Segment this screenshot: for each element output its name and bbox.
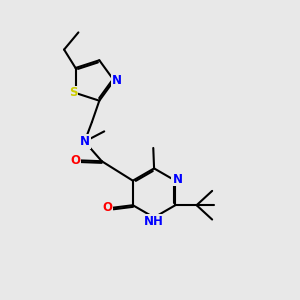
Text: N: N: [80, 135, 90, 148]
Text: N: N: [172, 172, 182, 185]
Text: N: N: [112, 74, 122, 87]
Text: O: O: [103, 201, 112, 214]
Text: S: S: [69, 86, 77, 100]
Text: NH: NH: [144, 215, 164, 228]
Text: O: O: [70, 154, 80, 167]
